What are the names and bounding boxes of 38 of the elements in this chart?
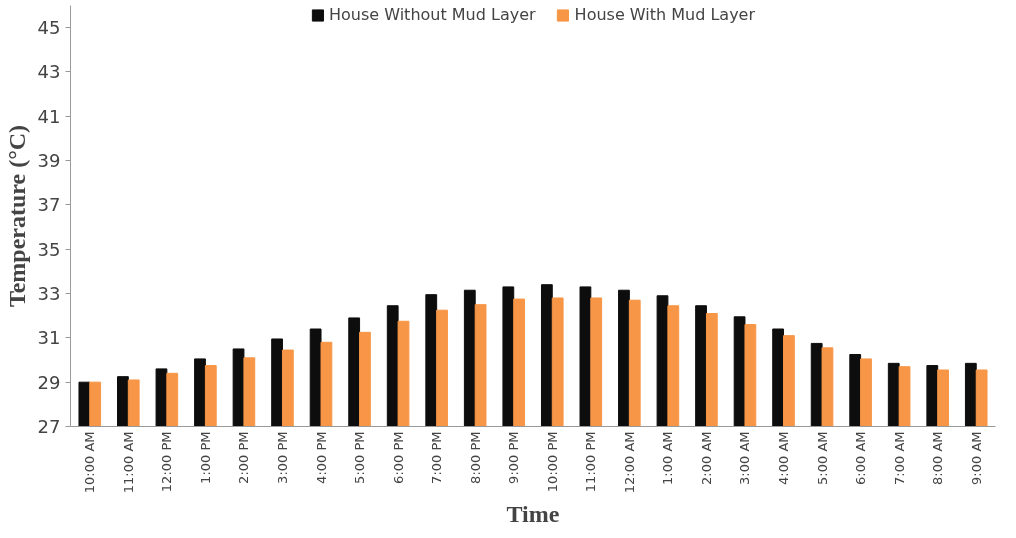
y-tick-label: 35: [37, 238, 61, 260]
x-tick-label: 4:00 PM: [313, 431, 329, 484]
x-tick-label: 2:00 AM: [698, 431, 714, 485]
x-tick-label: 8:00 PM: [467, 431, 483, 484]
x-tick-label: 2:00 PM: [236, 431, 252, 484]
x-tick-label: 5:00 AM: [814, 431, 830, 485]
x-tick-label: 8:00 AM: [930, 431, 946, 485]
y-tick-label: 33: [37, 283, 61, 305]
x-tick-label: 3:00 AM: [737, 431, 753, 485]
y-tick-label: 39: [37, 150, 61, 172]
y-tick-label: 31: [37, 327, 61, 349]
y-tick-label: 27: [37, 416, 61, 437]
x-tick-label: 7:00 PM: [429, 431, 445, 484]
x-tick-label: 9:00 AM: [968, 431, 984, 485]
x-tick-label: 12:00 AM: [621, 431, 637, 494]
x-tick-label: 11:00 PM: [583, 431, 599, 493]
x-axis-title: Time: [506, 501, 560, 528]
x-tick-label: 5:00 PM: [352, 431, 368, 484]
y-axis-title: Temperature (°C): [3, 124, 30, 308]
legend-label: House With Mud Layer: [574, 5, 756, 24]
x-tick-label: 1:00 PM: [197, 431, 213, 484]
x-tick-label: 9:00 PM: [506, 431, 522, 484]
x-tick-label: 6:00 PM: [390, 431, 406, 484]
y-tick-label: 41: [37, 105, 61, 127]
x-tick-label: 10:00 PM: [544, 431, 560, 493]
x-tick-label: 12:00 PM: [159, 431, 175, 493]
x-tick-label: 6:00 AM: [853, 431, 869, 485]
x-tick-label: 3:00 PM: [274, 431, 290, 484]
x-tick-label: 10:00 AM: [82, 431, 98, 494]
y-tick-label: 43: [37, 61, 61, 83]
y-tick-label: 37: [37, 194, 61, 216]
x-tick-label: 4:00 AM: [776, 431, 792, 485]
x-tick-label: 11:00 AM: [120, 431, 136, 494]
x-tick-label: 7:00 AM: [891, 431, 907, 485]
y-tick-label: 29: [37, 371, 61, 393]
x-tick-label: 1:00 AM: [660, 431, 676, 485]
legend-label: House Without Mud Layer: [328, 5, 536, 24]
y-tick-label: 45: [37, 17, 61, 39]
